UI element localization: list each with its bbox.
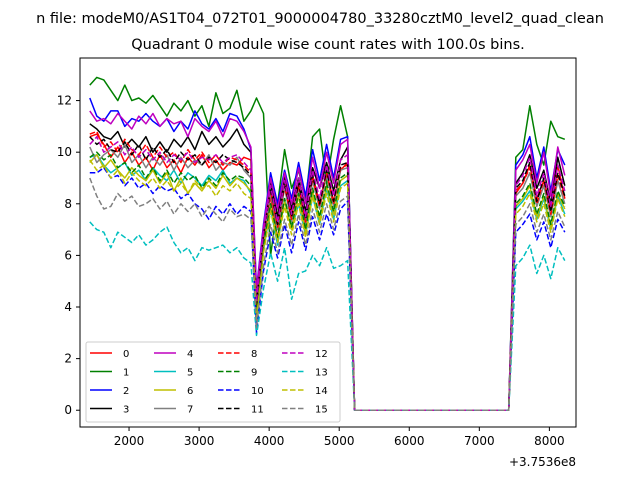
legend-label-1: 1 bbox=[123, 368, 129, 379]
y-tick-label: 0 bbox=[64, 403, 72, 417]
legend-label-9: 9 bbox=[251, 368, 257, 379]
y-tick-label: 4 bbox=[64, 300, 72, 314]
legend-label-3: 3 bbox=[123, 405, 129, 416]
legend-label-5: 5 bbox=[187, 368, 193, 379]
x-tick-label: 2000 bbox=[114, 434, 145, 448]
x-tick-label: 6000 bbox=[394, 434, 425, 448]
x-tick-label: 7000 bbox=[464, 434, 495, 448]
y-tick-label: 8 bbox=[64, 197, 72, 211]
y-axis: 0 2 4 6 8 10 12 bbox=[57, 94, 80, 417]
legend-label-2: 2 bbox=[123, 386, 129, 397]
x-axis-offset-label: +3.7536e8 bbox=[509, 455, 576, 469]
y-tick-label: 6 bbox=[64, 248, 72, 262]
legend-label-7: 7 bbox=[187, 405, 193, 416]
legend-label-13: 13 bbox=[315, 368, 328, 379]
y-tick-label: 2 bbox=[64, 352, 72, 366]
x-tick-label: 5000 bbox=[324, 434, 355, 448]
legend-label-8: 8 bbox=[251, 349, 257, 360]
x-tick-label: 4000 bbox=[254, 434, 285, 448]
series-line-15 bbox=[89, 177, 566, 411]
plot-frame bbox=[79, 57, 577, 428]
figure-suptitle: n file: modeM0/AS1T04_072T01_9000004780_… bbox=[36, 11, 604, 27]
x-tick-label: 3000 bbox=[184, 434, 215, 448]
series-layer bbox=[89, 76, 566, 411]
legend-label-12: 12 bbox=[315, 349, 328, 360]
y-tick-label: 12 bbox=[57, 94, 72, 108]
legend-label-14: 14 bbox=[315, 386, 328, 397]
legend-label-4: 4 bbox=[187, 349, 193, 360]
legend-label-11: 11 bbox=[251, 405, 264, 416]
series-line-12 bbox=[89, 135, 566, 411]
x-tick-label: 8000 bbox=[534, 434, 565, 448]
chart-title: Quadrant 0 module wise count rates with … bbox=[131, 37, 525, 53]
legend-label-15: 15 bbox=[315, 405, 328, 416]
legend-label-0: 0 bbox=[123, 349, 129, 360]
legend-label-10: 10 bbox=[251, 386, 264, 397]
x-axis: 2000 3000 4000 5000 6000 7000 8000 bbox=[114, 427, 565, 448]
legend-box bbox=[85, 341, 341, 423]
y-tick-label: 10 bbox=[57, 145, 72, 159]
legend-label-6: 6 bbox=[187, 386, 193, 397]
